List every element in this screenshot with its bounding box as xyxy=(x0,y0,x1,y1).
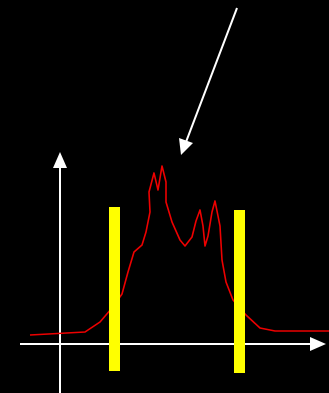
y-axis-arrowhead xyxy=(53,152,67,168)
x-axis-arrowhead xyxy=(310,337,326,351)
spectrum-curve xyxy=(29,165,329,336)
pointer-arrow-line xyxy=(185,7,238,143)
pointer-arrowhead xyxy=(179,138,193,155)
left-marker-bar xyxy=(109,207,120,371)
right-marker-bar xyxy=(234,210,245,373)
